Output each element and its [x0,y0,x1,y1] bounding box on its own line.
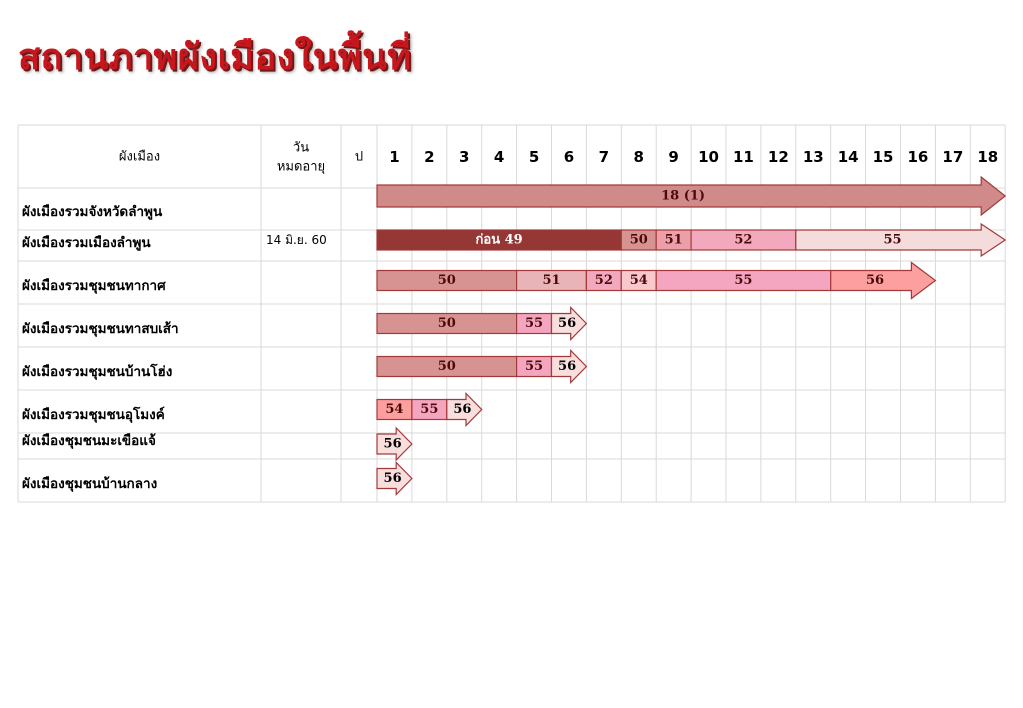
segment-label: 55 [525,359,543,374]
segment-label: 54 [630,273,648,288]
segment-label: 56 [384,471,402,486]
segment-label: 50 [438,316,456,331]
segment-label: 55 [525,316,543,331]
row-label: ผังเมืองรวมจังหวัดลำพูน [22,204,163,220]
header-expiry: หมดอายุ [277,160,325,175]
segment-label: 56 [453,402,471,417]
header-year-col: ป [355,150,363,165]
year-tick-label: 3 [459,148,469,166]
year-tick-label: 1 [389,148,399,166]
segment-label: 56 [558,316,576,331]
year-tick-label: 12 [768,148,789,166]
segment-label: ก่อน 49 [476,233,523,248]
plan-arrow-segment [376,461,413,496]
segment-label: 55 [883,233,901,248]
year-tick-label: 6 [564,148,574,166]
plan-arrow-segment [550,349,588,384]
header-expiry: วัน [293,141,309,156]
year-tick-label: 14 [838,148,859,166]
year-tick-label: 13 [803,148,824,166]
year-tick-label: 9 [668,148,678,166]
segment-label: 52 [734,233,752,248]
year-tick-label: 8 [634,148,644,166]
segment-label: 51 [665,233,683,248]
segment-label: 18 (1) [661,189,705,204]
header-plan: ผังเมือง [119,149,160,165]
year-tick-label: 15 [873,148,894,166]
row-label: ผังเมืองชุมชนบ้านกลาง [22,476,157,492]
plan-arrow-segment [446,392,483,427]
row-label: ผังเมืองรวมชุมชนทากาศ [22,278,166,294]
plan-arrow-segment [550,306,588,341]
segment-label: 50 [438,273,456,288]
year-tick-label: 4 [494,148,504,166]
plan-arrow-segment [376,426,413,462]
segment-label: 56 [384,437,402,452]
segment-label: 56 [558,359,576,374]
segment-label: 52 [595,273,613,288]
row-label: ผังเมืองรวมชุมชนบ้านโฮ่ง [22,362,172,380]
segment-label: 55 [734,273,752,288]
year-tick-label: 10 [698,148,719,166]
segment-label: 55 [420,402,438,417]
row-label: ผังเมืองรวมชุมชนทาสบเส้า [22,321,179,337]
year-tick-label: 18 [977,148,998,166]
row-label: ผังเมืองรวมชุมชนอุโมงค์ [22,405,165,423]
plan-arrow-segment [830,261,937,300]
plan-arrow-segment [795,222,1007,258]
year-tick-label: 2 [424,148,434,166]
year-tick-label: 11 [733,148,754,166]
segment-label: 50 [630,233,648,248]
segment-label: 56 [866,273,884,288]
plan-arrow-segment [376,175,1007,217]
year-tick-label: 7 [599,148,609,166]
year-tick-label: 16 [908,148,929,166]
segment-label: 51 [542,273,560,288]
expiry-date: 14 มิ.ย. 60 [266,233,327,247]
segment-label: 54 [385,402,403,417]
row-label: ผังเมืองชุมชนมะเขือแจ้ [22,433,156,449]
year-tick-label: 17 [942,148,963,166]
segment-label: 50 [438,359,456,374]
year-tick-label: 5 [529,148,539,166]
row-label: ผังเมืองรวมเมืองลำพูน [22,235,151,251]
page-title: สถานภาพผังเมืองในพื้นที่ [18,36,412,78]
